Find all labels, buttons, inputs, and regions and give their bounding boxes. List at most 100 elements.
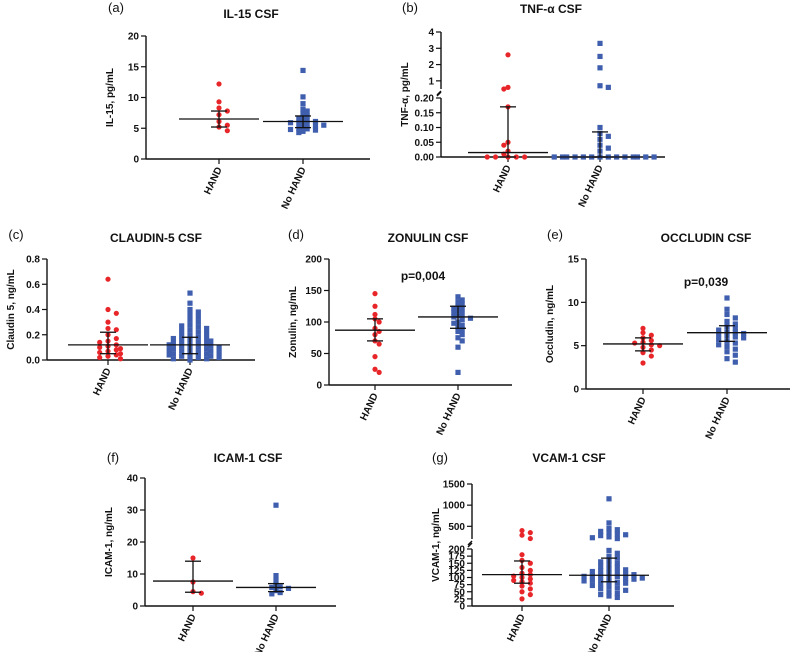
y-axis-label: Zonulin, ng/mL [288,286,299,358]
x-category-label: No HAND [577,164,606,209]
data-point-no-hand [187,357,193,363]
data-point-no-hand [195,339,201,345]
y-tick-label: 1 [428,76,434,87]
data-point-no-hand [732,325,738,331]
data-point-no-hand [741,330,747,337]
data-point-no-hand [208,338,214,344]
chart-panel-6: (f) ICAM-1 CSF 0 10 20 30 40 ICAM-1, ng/mL HAND N… [104,450,336,652]
x-category-label: No HAND [280,166,309,211]
y-tick-label: 5 [573,341,579,352]
data-point-no-hand [277,589,283,596]
data-point-hand [640,325,646,331]
data-point-hand [511,577,517,583]
data-point-hand [372,311,378,318]
data-point-no-hand [304,108,310,114]
data-point-no-hand [614,569,620,575]
data-point-no-hand [614,531,620,537]
y-tick-label: 0 [573,385,579,396]
data-point-no-hand [204,340,210,347]
data-point-no-hand [651,154,657,160]
data-point-no-hand [208,353,214,359]
data-point-hand [648,342,654,348]
y-tick-label: 0.6 [26,280,40,291]
data-point-no-hand [300,94,306,100]
data-point-no-hand [170,340,176,347]
data-point-hand [105,276,111,282]
data-point-hand [224,128,230,134]
data-point-no-hand [459,297,465,303]
data-point-hand [105,319,111,325]
data-point-hand [492,154,499,160]
p-value-annotation: p=0,004 [401,269,446,283]
y-tick-label: 0.15 [415,108,435,119]
y-tick-label: 0.2 [26,330,40,341]
y-axis-label: Occludin, ng/mL [545,285,556,363]
y-tick-label: 100 [448,573,465,584]
data-point-no-hand [179,323,185,329]
data-point-no-hand [643,154,649,160]
data-point-hand [105,325,111,332]
data-point-no-hand [187,300,193,306]
data-point-hand [113,327,119,333]
panel-label: (d) [288,227,304,242]
data-point-no-hand [216,349,222,356]
y-tick-label: 125 [448,566,465,577]
data-point-no-hand [195,324,201,330]
y-tick-label: 40 [127,474,139,485]
data-point-no-hand [204,346,210,352]
y-tick-label: 0.00 [415,153,435,164]
axis-break-mark [467,540,473,546]
data-point-no-hand [451,305,457,311]
data-point-no-hand [598,577,604,583]
data-point-no-hand [614,564,620,571]
data-point-no-hand [598,533,604,539]
data-point-no-hand [187,332,193,338]
y-axis-label: TNF-α, pg/mL [400,62,411,126]
data-point-no-hand [606,584,612,590]
data-point-hand [648,347,654,353]
data-point-no-hand [179,338,185,344]
data-point-hand [372,291,378,297]
data-point-no-hand [623,571,629,577]
data-point-hand [224,108,230,114]
data-point-hand [117,356,124,362]
chart-title: CLAUDIN-5 CSF [110,231,202,245]
data-point-no-hand [623,576,629,582]
data-point-hand [501,142,507,148]
data-point-hand [372,366,378,372]
y-tick-label: 150 [448,559,465,570]
data-point-no-hand [598,563,604,569]
data-point-hand [527,530,533,536]
y-tick-label: 2 [428,60,434,71]
data-point-no-hand [724,306,730,312]
data-point-no-hand [597,53,603,60]
data-point-hand [505,52,511,58]
data-point-no-hand [459,332,465,338]
data-point-no-hand [597,124,603,131]
data-point-no-hand [724,295,730,301]
data-point-hand [519,583,525,589]
data-point-no-hand [732,352,738,358]
data-point-no-hand [732,359,738,365]
data-point-hand [117,351,124,357]
data-point-hand [640,330,646,336]
data-point-no-hand [304,126,310,132]
data-point-no-hand [597,83,603,89]
data-point-no-hand [598,586,604,592]
data-point-hand [190,555,196,561]
chart-title: VCAM-1 CSF [532,451,605,465]
data-point-hand [522,154,528,160]
data-point-no-hand [455,328,461,335]
y-tick-label: 100 [305,318,322,329]
data-point-hand [376,369,382,375]
data-point-no-hand [451,309,457,316]
data-point-no-hand [589,582,595,589]
data-point-no-hand [300,128,306,134]
x-category-label: HAND [92,367,114,398]
data-point-no-hand [598,581,604,587]
data-point-no-hand [204,356,210,362]
data-point-no-hand [605,145,611,151]
y-tick-label: 10 [127,570,139,581]
data-point-hand [372,303,378,309]
